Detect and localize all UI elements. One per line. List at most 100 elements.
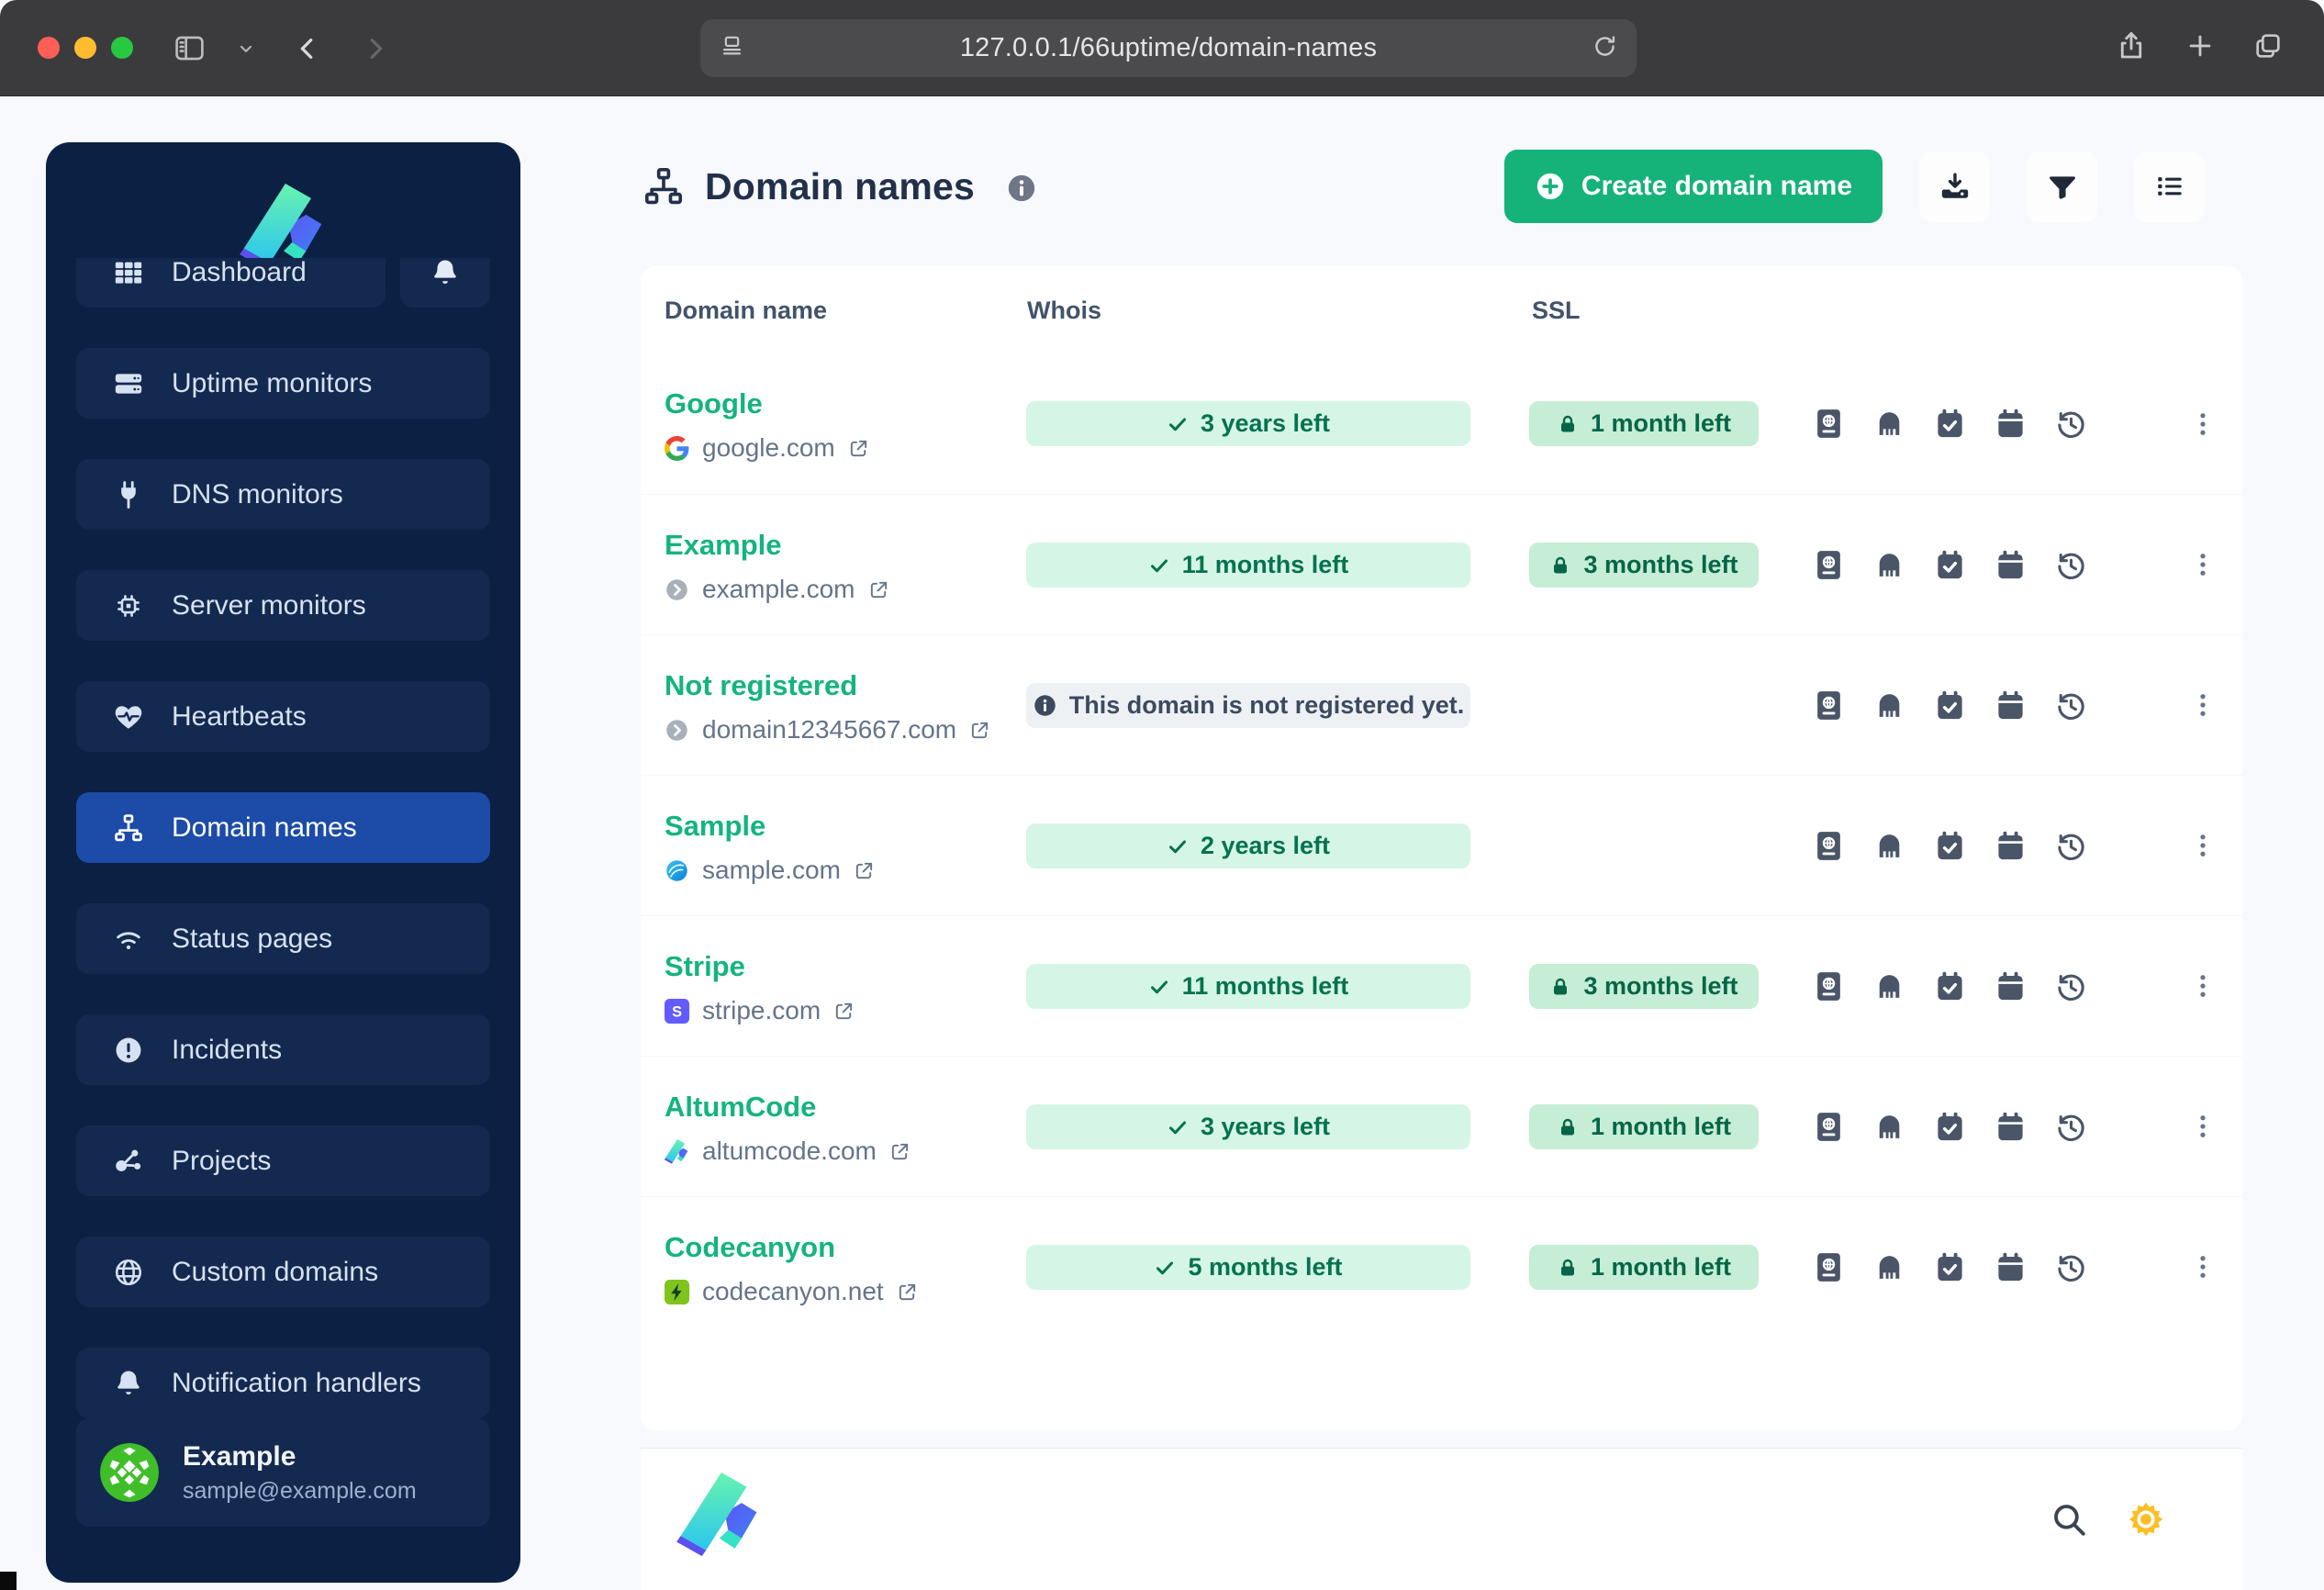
calendar-check-button[interactable]: [1931, 966, 1968, 1006]
table-row: Stripe S stripe.com 11 months left 3 mon…: [641, 915, 2242, 1056]
calendar-button[interactable]: [1992, 404, 2028, 444]
sidebar-item-status-pages[interactable]: Status pages: [76, 903, 490, 974]
domain-url-link[interactable]: sample.com: [702, 856, 841, 884]
back-button[interactable]: [294, 0, 321, 96]
reload-icon[interactable]: [1592, 33, 1618, 64]
domain-url-link[interactable]: codecanyon.net: [702, 1277, 884, 1305]
sidebar-item-incidents[interactable]: Incidents: [76, 1014, 490, 1085]
zoom-button[interactable]: [111, 37, 133, 59]
url-bar[interactable]: 127.0.0.1/66uptime/domain-names: [700, 19, 1637, 77]
history-button[interactable]: [2052, 404, 2089, 444]
sidebar-item-notification-handlers[interactable]: Notification handlers: [76, 1348, 490, 1418]
history-button[interactable]: [2052, 825, 2089, 866]
external-link-icon[interactable]: [833, 1001, 855, 1022]
calendar-check-button[interactable]: [1931, 685, 1968, 725]
forward-button[interactable]: [362, 0, 389, 96]
nameservers-button[interactable]: [1871, 825, 1907, 866]
domain-url-link[interactable]: domain12345667.com: [702, 715, 957, 744]
domain-name-link[interactable]: Codecanyon: [665, 1231, 836, 1263]
calendar-button[interactable]: [1992, 825, 2028, 866]
row-menu-button[interactable]: [2184, 1245, 2221, 1289]
domain-name-link[interactable]: AltumCode: [665, 1091, 817, 1123]
calendar-button[interactable]: [1992, 544, 2028, 585]
domain-name-link[interactable]: Sample: [665, 810, 766, 842]
download-button[interactable]: [1919, 151, 1990, 222]
nameservers-button[interactable]: [1871, 685, 1907, 725]
whois-passport-button[interactable]: [1810, 966, 1847, 1006]
external-link-icon[interactable]: [848, 438, 869, 459]
sidebar-item-custom-domains[interactable]: Custom domains: [76, 1237, 490, 1307]
whois-passport-button[interactable]: [1810, 404, 1847, 444]
row-menu-button[interactable]: [2184, 543, 2221, 587]
info-icon[interactable]: [1006, 173, 1037, 204]
nameservers-button[interactable]: [1871, 544, 1907, 585]
sidebar-toggle-icon[interactable]: [173, 0, 207, 96]
whois-info-badge: This domain is not registered yet.: [1026, 683, 1470, 728]
filter-button[interactable]: [2027, 151, 2097, 222]
history-button[interactable]: [2052, 966, 2089, 1006]
share-icon[interactable]: [2115, 29, 2148, 67]
history-button[interactable]: [2052, 685, 2089, 725]
whois-passport-button[interactable]: [1810, 1247, 1847, 1287]
nameservers-button[interactable]: [1871, 1247, 1907, 1287]
domain-name-link[interactable]: Not registered: [665, 669, 858, 701]
domain-url-link[interactable]: google.com: [702, 433, 835, 462]
external-link-icon[interactable]: [969, 720, 990, 741]
domain-url-link[interactable]: altumcode.com: [702, 1137, 877, 1165]
new-tab-icon[interactable]: [2184, 30, 2216, 66]
domain-name-link[interactable]: Stripe: [665, 950, 745, 982]
whois-passport-button[interactable]: [1810, 544, 1847, 585]
nameservers-button[interactable]: [1871, 404, 1907, 444]
row-menu-button[interactable]: [2184, 1104, 2221, 1148]
calendar-button[interactable]: [1992, 1106, 2028, 1147]
calendar-check-button[interactable]: [1931, 404, 1968, 444]
calendar-button[interactable]: [1992, 966, 2028, 1006]
calendar-check-button[interactable]: [1931, 544, 1968, 585]
whois-passport-icon: [1812, 1110, 1846, 1144]
row-menu-button[interactable]: [2184, 964, 2221, 1008]
external-link-icon[interactable]: [897, 1282, 918, 1303]
calendar-check-button[interactable]: [1931, 1106, 1968, 1147]
history-button[interactable]: [2052, 544, 2089, 585]
sidebar-item-domain-names[interactable]: Domain names: [76, 792, 490, 863]
row-menu-button[interactable]: [2184, 683, 2221, 727]
create-domain-name-button[interactable]: Create domain name: [1503, 150, 1883, 223]
external-link-icon[interactable]: [889, 1141, 911, 1162]
nameservers-button[interactable]: [1871, 966, 1907, 1006]
page-settings-icon[interactable]: [719, 33, 745, 64]
sidebar-item-dns-monitors[interactable]: DNS monitors: [76, 459, 490, 530]
sidebar-item-dashboard[interactable]: Dashboard: [76, 258, 385, 308]
domain-url-link[interactable]: example.com: [702, 575, 855, 603]
sidebar-item-server-monitors[interactable]: Server monitors: [76, 570, 490, 641]
row-menu-button[interactable]: [2184, 402, 2221, 446]
sidebar-item-uptime-monitors[interactable]: Uptime monitors: [76, 348, 490, 419]
external-link-icon[interactable]: [868, 579, 889, 600]
history-button[interactable]: [2052, 1106, 2089, 1147]
domain-name-link[interactable]: Example: [665, 529, 782, 561]
whois-passport-button[interactable]: [1810, 685, 1847, 725]
minimize-button[interactable]: [74, 37, 96, 59]
domain-name-link[interactable]: Google: [665, 387, 763, 420]
sun-icon[interactable]: [2127, 1500, 2165, 1539]
whois-badge: 3 years left: [1026, 401, 1470, 446]
close-button[interactable]: [38, 37, 60, 59]
whois-passport-button[interactable]: [1810, 1106, 1847, 1147]
calendar-button[interactable]: [1992, 1247, 2028, 1287]
chevron-down-icon[interactable]: [237, 0, 255, 96]
calendar-button[interactable]: [1992, 685, 2028, 725]
sidebar-item-heartbeats[interactable]: Heartbeats: [76, 681, 490, 752]
nameservers-button[interactable]: [1871, 1106, 1907, 1147]
external-link-icon[interactable]: [854, 860, 875, 881]
tabs-overview-icon[interactable]: [2252, 30, 2284, 66]
row-menu-button[interactable]: [2184, 823, 2221, 868]
sidebar-item-projects[interactable]: Projects: [76, 1125, 490, 1196]
search-icon[interactable]: [2050, 1500, 2088, 1539]
whois-passport-button[interactable]: [1810, 825, 1847, 866]
calendar-check-button[interactable]: [1931, 1247, 1968, 1287]
history-button[interactable]: [2052, 1247, 2089, 1287]
calendar-check-button[interactable]: [1931, 825, 1968, 866]
user-card[interactable]: Example sample@example.com: [76, 1418, 490, 1527]
domain-url-link[interactable]: stripe.com: [702, 996, 821, 1025]
list-button[interactable]: [2134, 151, 2205, 222]
notifications-button[interactable]: [400, 258, 490, 308]
